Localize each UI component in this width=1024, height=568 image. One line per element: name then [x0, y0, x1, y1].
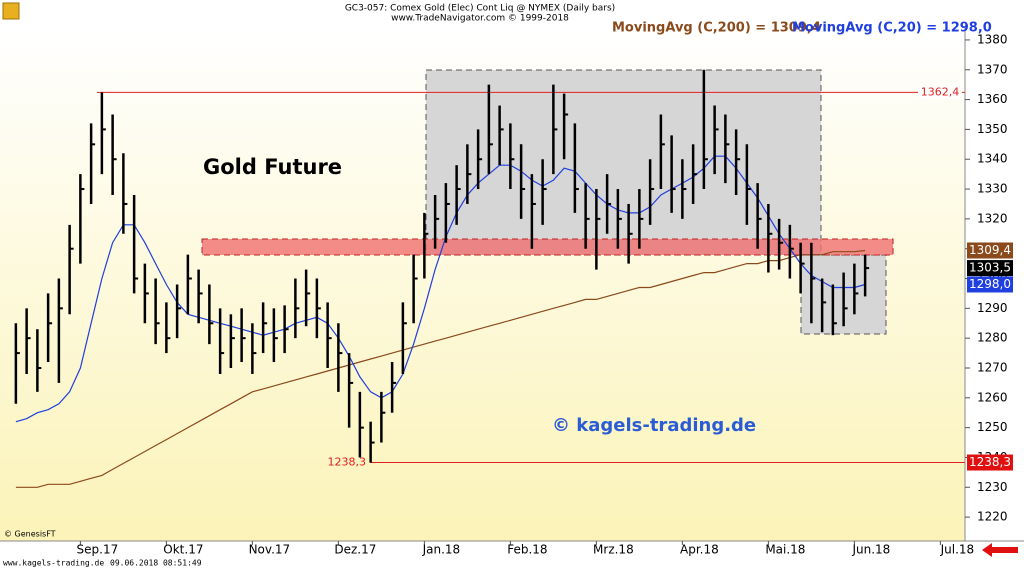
scroll-arrow[interactable]: [982, 543, 1018, 557]
price-badge-label: 1238,3: [969, 455, 1011, 469]
level-label: 1362,4: [921, 85, 960, 98]
x-tick-label: Apr.18: [680, 543, 719, 557]
header-line: www.TradeNavigator.com © 1999-2018: [391, 14, 569, 24]
chart-title: Gold Future: [203, 155, 342, 179]
y-tick-label: 1330: [977, 182, 1008, 196]
level-label-bg: [918, 85, 962, 99]
header-line: GC3-057: Comex Gold (Elec) Cont Liq @ NY…: [345, 4, 615, 14]
level-label: 1238,3: [328, 456, 367, 469]
source-note: © GenesisFT: [4, 530, 56, 539]
y-tick-label: 1270: [977, 360, 1008, 374]
legend-entry: MovingAvg (C,200) = 1309,4: [612, 21, 821, 36]
y-tick-label: 1360: [977, 92, 1008, 106]
x-tick-label: Nov.17: [249, 543, 291, 557]
price-badge: [967, 260, 1013, 277]
price-badge-label: 1303,5: [969, 261, 1011, 275]
x-tick-label: Jul.18: [940, 543, 975, 557]
footer-area: [0, 541, 1024, 568]
x-tick-label: Jan.18: [422, 543, 461, 557]
y-tick-label: 1230: [977, 480, 1008, 494]
x-tick-label: Jun.18: [851, 543, 890, 557]
header-area: [0, 0, 1024, 28]
y-tick-label: 1260: [977, 390, 1008, 404]
y-tick-label: 1290: [977, 301, 1008, 315]
logo-icon: [2, 2, 20, 20]
footer-time: 09.06.2018 08:51:49: [110, 559, 202, 568]
x-tick-label: Okt.17: [163, 543, 203, 557]
x-tick-label: Mrz.18: [593, 543, 634, 557]
y-tick-label: 1320: [977, 211, 1008, 225]
y-tick-label: 1220: [977, 510, 1008, 524]
y-tick-label: 1380: [977, 32, 1008, 46]
x-tick-label: Feb.18: [507, 543, 547, 557]
y-tick-label: 1370: [977, 62, 1008, 76]
x-tick-label: Mai.18: [765, 543, 805, 557]
watermark: © kagels-trading.de: [552, 415, 756, 436]
y-tick-label: 1250: [977, 420, 1008, 434]
price-badge: [967, 454, 1013, 471]
x-tick-label: Sep.17: [77, 543, 119, 557]
resistance-band: [201, 238, 894, 256]
y-tick-label: 1350: [977, 122, 1008, 136]
price-badge-label: 1309,4: [969, 243, 1011, 257]
legend-entry: MovingAvg (C,20) = 1298,0: [792, 21, 992, 36]
moving-average-line: [15, 155, 866, 423]
range-box: [425, 69, 822, 256]
price-badge-label: 1298,0: [969, 277, 1011, 291]
x-tick-label: Dez.17: [334, 543, 376, 557]
moving-average-line: [15, 249, 866, 488]
price-badge: [967, 276, 1013, 293]
y-tick-label: 1340: [977, 152, 1008, 166]
price-badge: [967, 242, 1013, 259]
footer-site: www.kagels-trading.de: [3, 559, 104, 568]
y-tick-label: 1280: [977, 331, 1008, 345]
